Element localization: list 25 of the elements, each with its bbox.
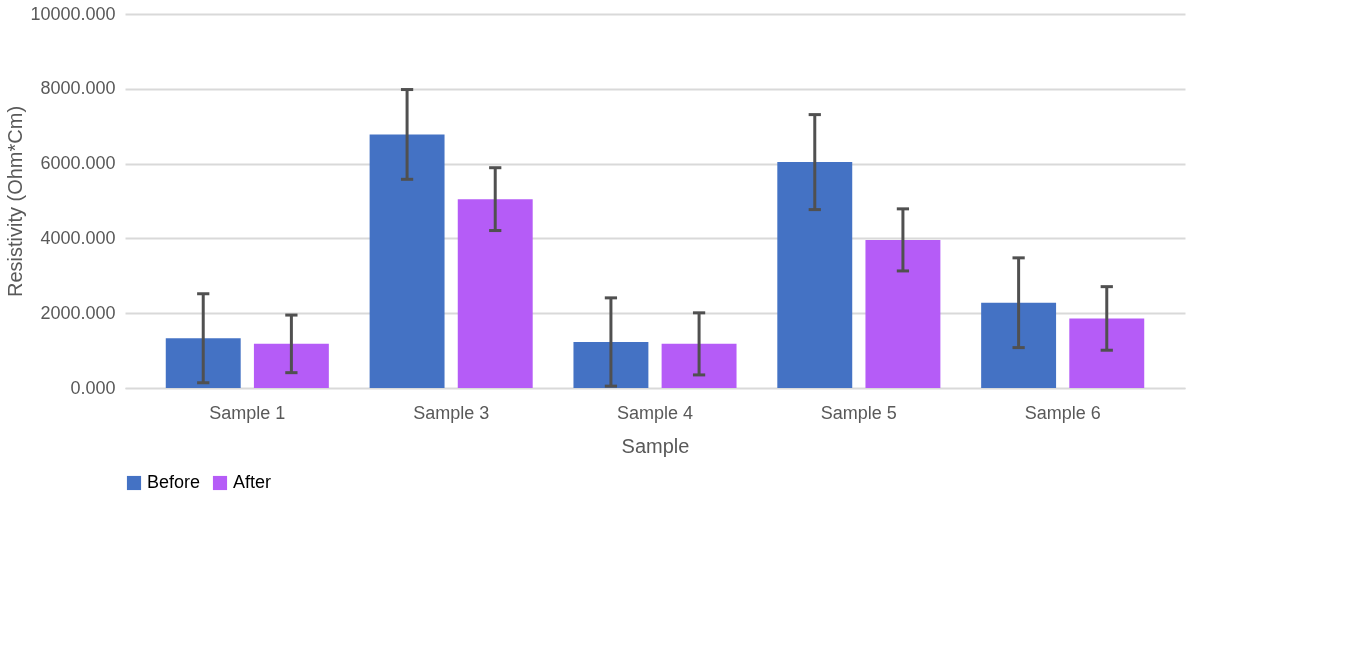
bar (165, 338, 241, 388)
x-tick-label: Sample 5 (820, 402, 897, 423)
bar (1069, 318, 1145, 388)
y-tick-label: 2000.000 (40, 302, 116, 323)
x-tick-label: Sample 6 (1024, 402, 1101, 423)
bar (661, 343, 737, 388)
x-axis-title: Sample (621, 434, 690, 457)
y-tick-label: 0.000 (70, 377, 116, 398)
bar (573, 342, 649, 388)
legend-label: After (233, 472, 272, 492)
bar (777, 162, 853, 388)
y-tick-label: 6000.000 (40, 153, 116, 174)
y-tick-label: 8000.000 (40, 78, 116, 99)
y-tick-label: 10000.000 (30, 3, 116, 24)
x-tick-label: Sample 1 (209, 402, 286, 423)
bar (253, 343, 329, 388)
bar (457, 199, 533, 388)
legend-label: Before (147, 472, 201, 492)
x-tick-label: Sample 3 (413, 402, 490, 423)
y-axis-title: Resistivity (Ohm*Cm) (4, 105, 27, 298)
y-tick-label: 4000.000 (40, 227, 116, 248)
bar (981, 302, 1057, 388)
x-tick-label: Sample 4 (616, 402, 694, 423)
bar (369, 134, 445, 388)
bar (865, 239, 941, 388)
